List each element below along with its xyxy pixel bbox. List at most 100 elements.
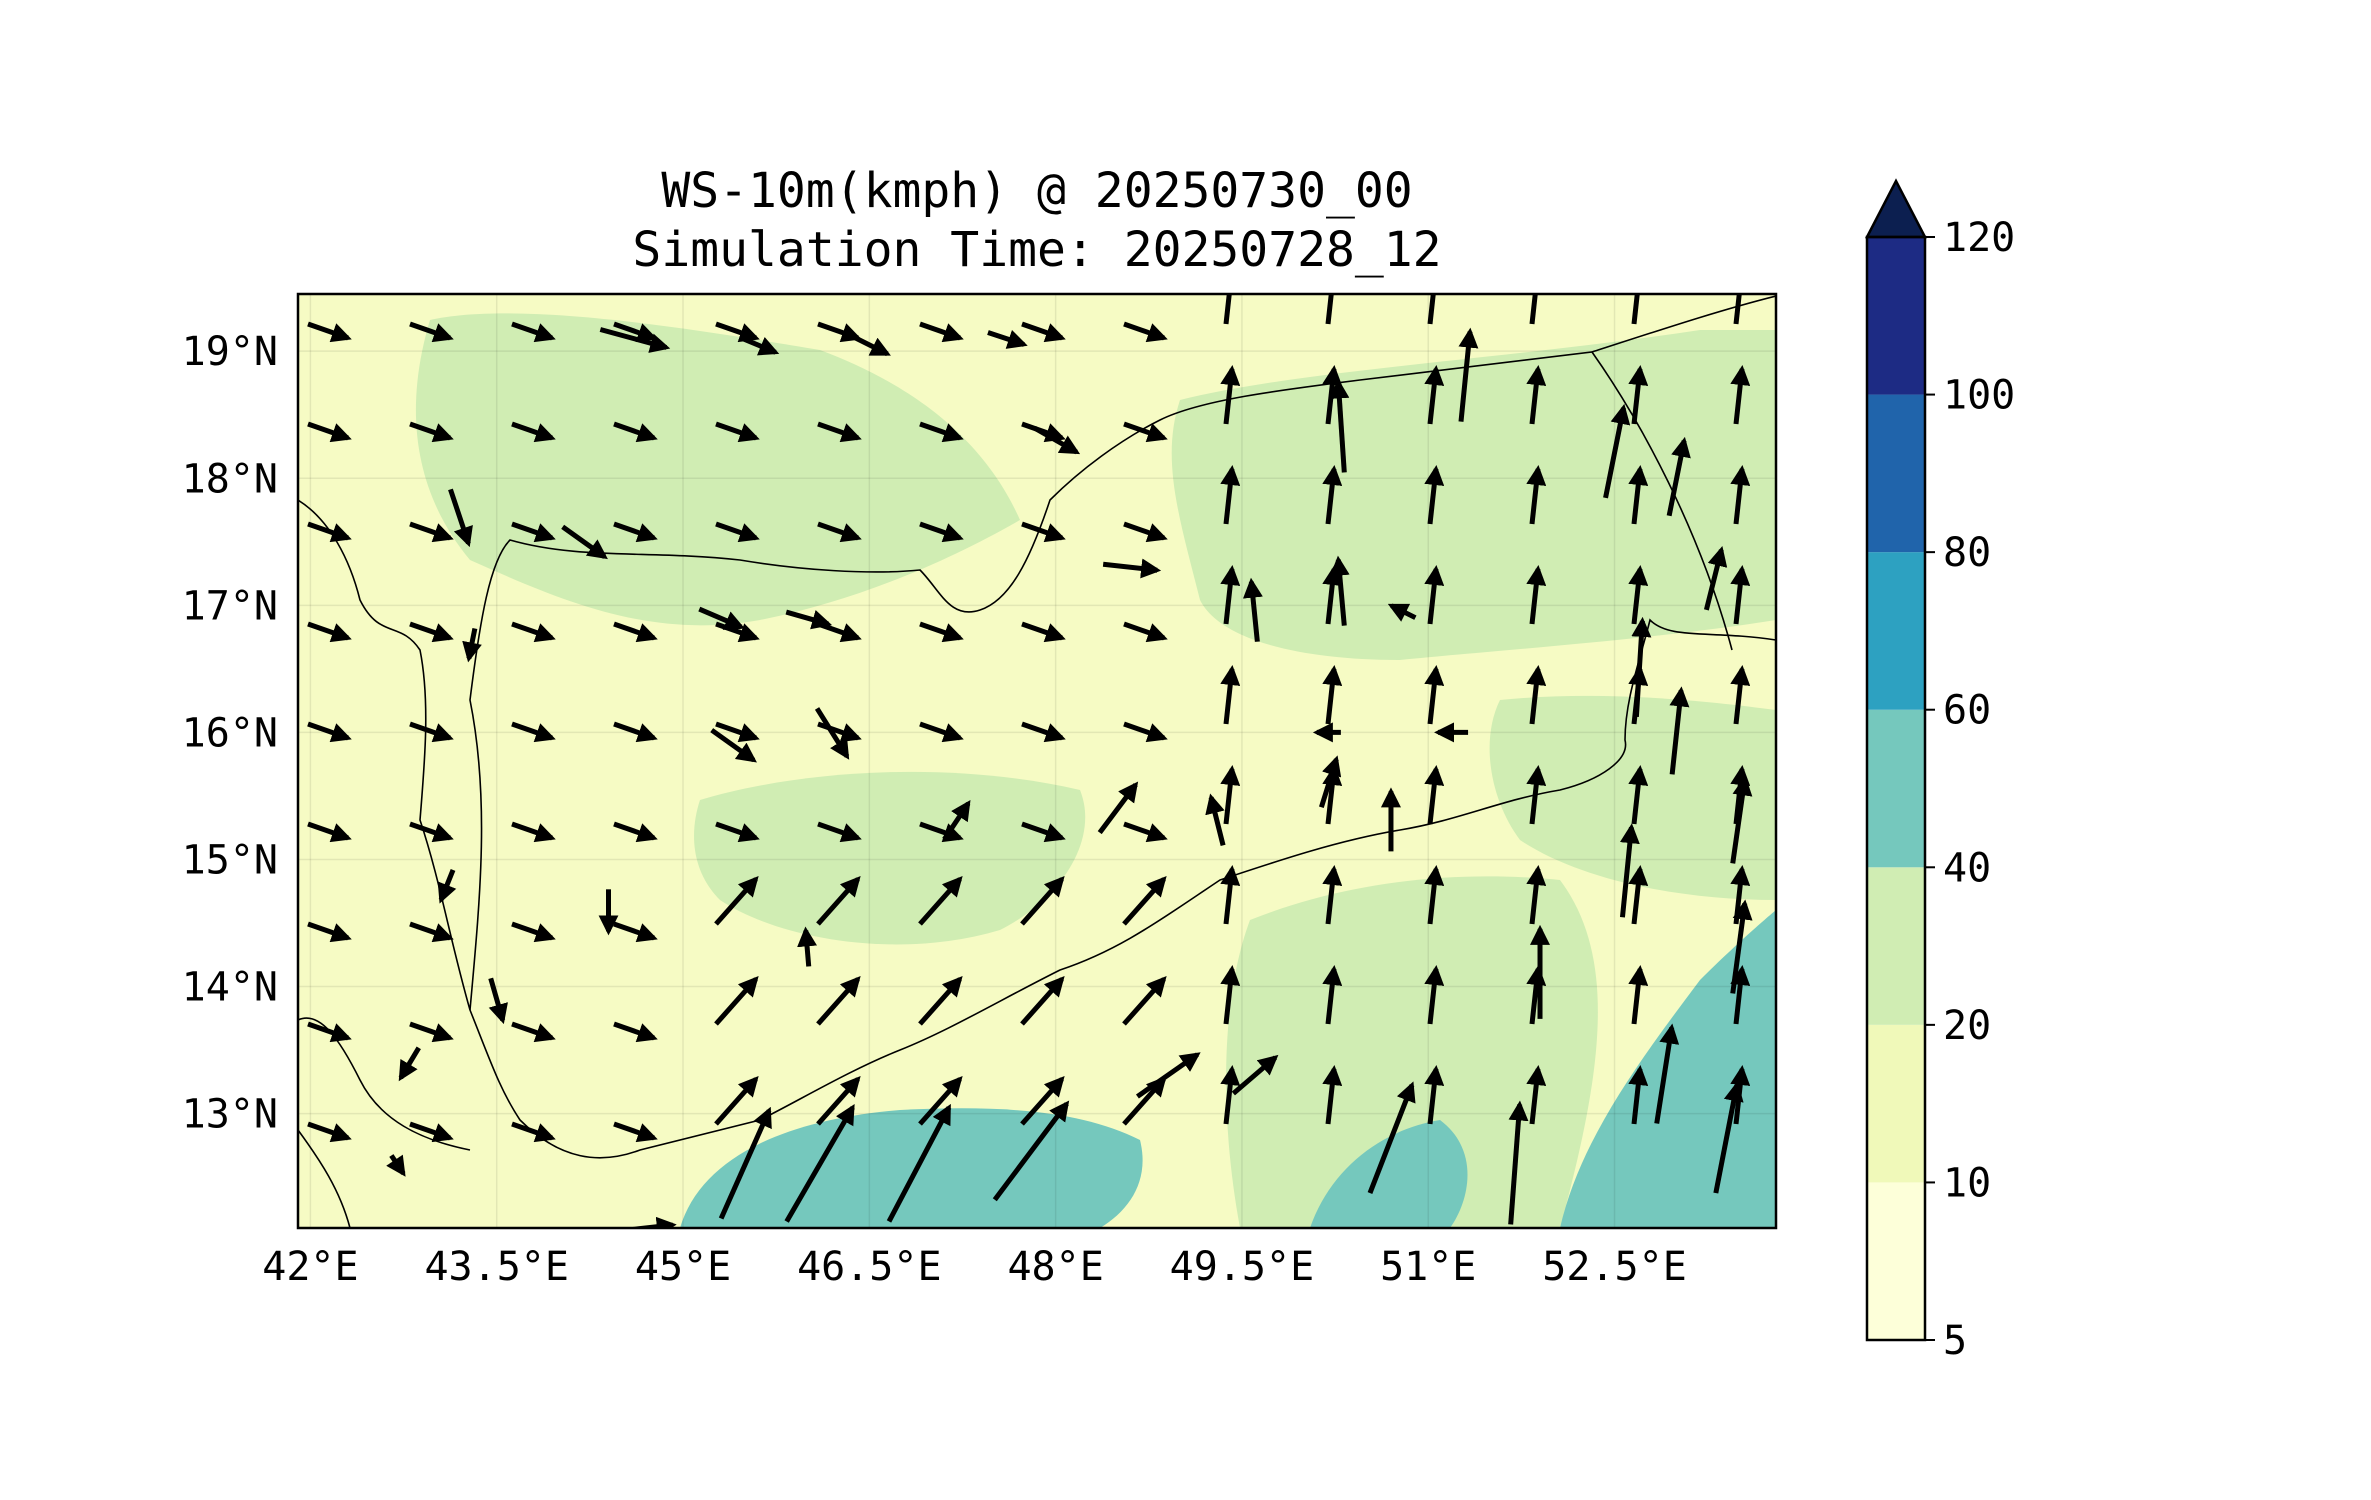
wind-vector-field (307, 294, 1751, 1143)
wind-arrow (307, 421, 352, 443)
wind-arrow (715, 421, 760, 443)
wind-arrow (715, 521, 760, 543)
wind-arrow (1021, 821, 1066, 843)
wind-arrow (1097, 781, 1139, 835)
wind-arrow (919, 521, 964, 543)
wind-arrow (1458, 327, 1479, 422)
wind-arrow (1730, 765, 1751, 825)
wind-arrow (817, 721, 862, 743)
wind-arrow (715, 621, 760, 643)
wind-arrow (1424, 465, 1445, 525)
colorbar-segment (1867, 1024, 1925, 1183)
wind-arrow (1220, 965, 1241, 1025)
wind-arrow (1526, 1065, 1547, 1125)
wind-arrow (307, 321, 352, 343)
colorbar-frame (1865, 235, 1927, 1342)
wind-arrow (409, 821, 454, 843)
lon-tick-label: 45°E (635, 1244, 731, 1290)
country-borders (298, 295, 1776, 1228)
colorbar-tick-label: 60 (1943, 688, 1991, 734)
wind-arrow (1526, 865, 1547, 925)
wind-arrow (409, 1021, 454, 1043)
wind-arrow (992, 1100, 1070, 1202)
wind-arrow (715, 321, 760, 343)
wind-arrow (386, 1154, 406, 1177)
wind-arrow (409, 421, 454, 443)
wind-arrow (1628, 465, 1649, 525)
wind-arrow (307, 921, 352, 943)
wind-arrow (698, 606, 745, 630)
wind-arrow (919, 721, 964, 743)
wind-arrow (1242, 577, 1263, 642)
wind-arrow (1329, 378, 1350, 473)
wind-arrow (307, 521, 352, 543)
wind-arrow (1424, 365, 1445, 425)
lat-tick-label: 16°N (182, 710, 278, 756)
wind-arrow (1424, 565, 1445, 625)
lon-tick-label: 51°E (1380, 1244, 1476, 1290)
wind-arrow (511, 421, 556, 443)
wind-arrow (1628, 665, 1649, 725)
wind-arrow (1322, 1065, 1343, 1125)
wind-arrow (511, 321, 556, 343)
wind-arrow (1628, 565, 1649, 625)
wind-arrow (1123, 621, 1168, 643)
lon-tick-label: 48°E (1007, 1244, 1103, 1290)
wind-arrow (1220, 1065, 1241, 1125)
wind-arrow (307, 621, 352, 643)
wind-arrow (918, 976, 963, 1026)
lon-tick-label: 49.5°E (1170, 1244, 1315, 1290)
wind-arrow (1322, 865, 1343, 925)
colorbar-segment (1867, 552, 1925, 710)
wind-arrow (1424, 1065, 1445, 1125)
wind-arrow (623, 1216, 677, 1228)
wind-arrow (919, 821, 964, 843)
wind-arrow (448, 488, 473, 548)
wind-arrow (613, 721, 658, 743)
colorbar: 5 10 20 40 60 80 100 120 (1864, 178, 2015, 1364)
wind-arrow (307, 1021, 352, 1043)
wind-arrow (918, 1076, 963, 1126)
wind-arrow (462, 627, 482, 663)
colorbar-tick-label: 100 (1943, 373, 2015, 419)
wind-arrow (919, 621, 964, 643)
wind-arrow (1231, 1054, 1279, 1096)
wind-arrow (511, 521, 556, 543)
wind-arrow (718, 1106, 772, 1220)
wind-arrow (1123, 521, 1168, 543)
wind-arrow (918, 876, 963, 926)
wind-arrow (1703, 546, 1728, 611)
longitude-axis: 42°E 43.5°E 45°E 46.5°E 48°E 49.5°E 51°E 52.5°E (262, 1244, 1687, 1290)
wind-arrow (1730, 465, 1751, 525)
wind-speed-shading (415, 313, 1776, 1228)
wind-arrow (785, 609, 833, 630)
wind-arrow (599, 327, 671, 353)
wind-arrow (613, 1021, 658, 1043)
wind-arrow (1021, 421, 1066, 443)
wind-arrow (1367, 1081, 1416, 1194)
wind-arrow (1020, 1076, 1065, 1126)
wind-arrow (1325, 294, 1334, 325)
latitude-axis: 19°N 18°N 17°N 16°N 15°N 14°N 13°N (182, 329, 278, 1137)
colorbar-segment (1867, 1182, 1925, 1340)
coastline-red-sea (298, 499, 1776, 1159)
wind-arrow (1628, 865, 1649, 925)
colorbar-tick-label: 10 (1943, 1160, 1991, 1206)
wind-arrow (817, 521, 862, 543)
wind-arrow (1322, 765, 1343, 825)
colorbar-extend-triangle (1864, 178, 1928, 239)
wind-arrow (613, 321, 658, 343)
border-saudi-yemen (469, 351, 1733, 1011)
wind-arrow (437, 868, 457, 904)
wind-arrow (613, 521, 658, 543)
wind-arrow (1529, 294, 1538, 325)
wind-arrow (1102, 558, 1162, 579)
wind-arrow (409, 1121, 454, 1143)
lat-tick-label: 18°N (182, 456, 278, 502)
wind-arrow (816, 876, 861, 926)
wind-arrow (613, 921, 658, 943)
wind-arrow (561, 524, 608, 560)
wind-arrow (1424, 965, 1445, 1025)
wind-arrow (1020, 876, 1065, 926)
